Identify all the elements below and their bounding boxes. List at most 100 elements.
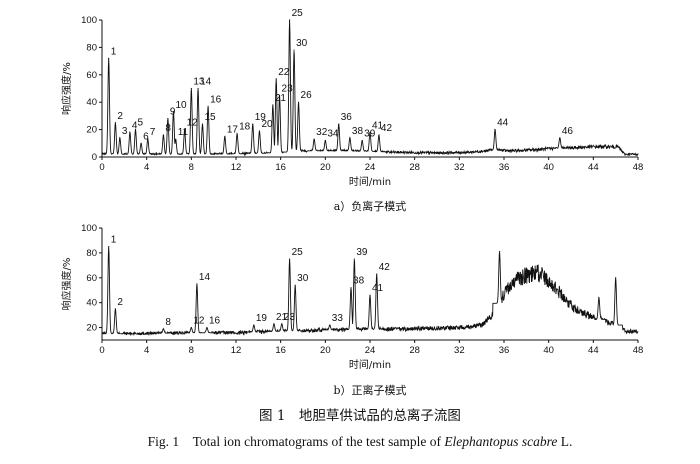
x-tick-label: 12 (231, 345, 242, 356)
peak-label: 12 (187, 118, 199, 129)
peak-apex (324, 139, 326, 142)
peak-label: 10 (175, 100, 187, 111)
peak-label: 44 (497, 118, 509, 129)
peak-label: 18 (239, 122, 251, 133)
peak-apex (598, 297, 600, 299)
x-tick-label: 8 (189, 162, 194, 173)
peak-label: 39 (364, 129, 376, 140)
peak-apex (289, 258, 291, 260)
x-tick-label: 24 (365, 162, 376, 173)
peak-label: 21 (275, 93, 287, 104)
peak-label: 20 (261, 119, 273, 130)
peak-label: 21 (276, 312, 288, 323)
x-tick-label: 36 (499, 345, 510, 356)
x-tick-label: 28 (409, 162, 420, 173)
peak-apex (224, 135, 226, 138)
peak-apex (273, 323, 275, 325)
x-tick-label: 20 (320, 345, 331, 356)
x-tick-label: 32 (454, 345, 465, 356)
peak-apex (184, 129, 186, 131)
peak-apex (278, 94, 281, 96)
peak-apex (313, 138, 315, 140)
y-tick-label: 20 (86, 323, 97, 334)
peak-label: 19 (256, 313, 268, 324)
peak-label: 14 (200, 77, 212, 88)
peak-label: 42 (379, 262, 391, 273)
x-tick-label: 0 (99, 345, 104, 356)
x-tick-label: 36 (499, 162, 510, 173)
peak-label: 41 (372, 120, 384, 131)
x-tick-label: 8 (189, 345, 194, 356)
x-tick-label: 40 (543, 345, 554, 356)
peak-label: 7 (150, 127, 156, 138)
y-axis-label: 响应强度/% (60, 62, 73, 115)
peak-label: 6 (143, 131, 149, 142)
peak-label: 25 (292, 247, 304, 258)
x-axis-label: 时间/min (349, 358, 391, 371)
peak-apex (369, 294, 371, 296)
x-tick-label: 16 (275, 162, 286, 173)
peak-apex (494, 129, 496, 131)
x-tick-label: 48 (633, 162, 644, 173)
panel-negative-ion: 0 4 8 12 16 20 24 28 32 36 40 44 48020406080100时间/mi… (60, 8, 643, 188)
x-tick-label: 12 (231, 162, 242, 173)
peak-label: 5 (138, 118, 144, 129)
peak-apex (498, 251, 501, 253)
figure-title-en: Fig. 1 Total ion chromatograms of the te… (148, 434, 573, 449)
x-tick-label: 48 (633, 345, 644, 356)
peak-label: 34 (327, 129, 339, 140)
y-tick-label: 60 (86, 273, 97, 284)
peak-apex (275, 78, 277, 80)
peak-apex (206, 326, 208, 329)
figure-title-en-suffix: L. (557, 434, 572, 449)
peak-apex (349, 137, 351, 139)
peak-label: 14 (199, 272, 211, 283)
y-tick-label: 80 (86, 248, 97, 259)
x-tick-label: 4 (144, 345, 149, 356)
peak-label: 33 (332, 313, 344, 324)
peak-apex (167, 118, 169, 120)
y-tick-label: 40 (86, 97, 97, 108)
peak-label: 16 (209, 316, 221, 327)
peak-label: 36 (341, 112, 353, 123)
peak-label: 19 (255, 112, 267, 123)
peak-label: 17 (227, 124, 239, 135)
x-tick-label: 40 (543, 162, 554, 173)
peak-apex (175, 138, 177, 140)
peak-label: 22 (278, 67, 290, 78)
y-tick-label: 20 (86, 125, 97, 136)
peak-label: 38 (352, 126, 364, 137)
peak-apex (162, 328, 165, 330)
peak-apex (272, 104, 274, 106)
peak-label: 23 (282, 83, 294, 94)
peak-apex (207, 105, 209, 107)
peak-label: 41 (372, 283, 384, 294)
y-tick-label: 40 (86, 298, 97, 309)
peak-apex (353, 258, 355, 260)
peak-label: 2 (117, 111, 123, 122)
peak-apex (119, 137, 121, 139)
peak-apex (196, 283, 198, 285)
peak-apex (281, 323, 283, 325)
x-tick-label: 0 (99, 162, 104, 173)
peak-apex (134, 129, 137, 131)
peak-apex (293, 49, 295, 51)
peak-label: 46 (562, 126, 574, 137)
peak-apex (140, 142, 142, 144)
peak-apex (559, 137, 561, 139)
peak-apex (615, 277, 617, 279)
peak-label: 8 (165, 317, 171, 328)
y-tick-label: 100 (81, 15, 97, 26)
peak-apex (297, 101, 300, 103)
peak-apex (201, 123, 204, 125)
x-tick-label: 4 (144, 162, 149, 173)
panel-a-caption: a）负离子模式 (334, 199, 407, 213)
peak-label: 2 (117, 297, 123, 308)
x-tick-label: 20 (320, 162, 331, 173)
x-tick-label: 32 (454, 162, 465, 173)
peak-label: 12 (193, 316, 205, 327)
peak-label: 38 (353, 276, 365, 287)
peak-apex (162, 134, 165, 136)
peak-apex (108, 57, 110, 59)
